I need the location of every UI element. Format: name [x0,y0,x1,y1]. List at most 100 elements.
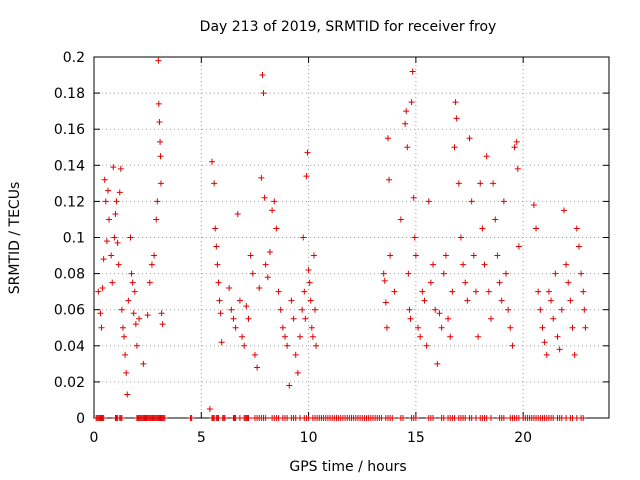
data-point [110,164,117,171]
data-point [415,324,422,331]
data-point [112,211,119,218]
data-point [154,198,161,205]
data-point [214,261,221,268]
data-point [483,153,490,160]
data-point [387,252,394,259]
data-point [292,351,299,358]
data-point [312,306,319,313]
y-tick-label: 0.06 [54,303,85,319]
y-tick-label: 0.16 [54,122,85,138]
data-point [132,321,139,328]
data-point [451,144,458,151]
zero-data-point [430,415,437,421]
data-point [494,252,501,259]
data-point [310,252,317,259]
data-point [445,315,452,322]
data-point [251,351,258,358]
data-point [281,333,288,340]
data-point [97,310,104,317]
data-point [261,194,268,201]
y-tick-label: 0.1 [63,231,85,247]
data-point [558,306,565,313]
data-point [127,234,134,241]
y-axis-label: SRMTID / TECUs [7,182,23,295]
grid [94,57,609,418]
data-point [383,324,390,331]
data-point [249,270,256,277]
data-point [230,315,237,322]
data-point [490,180,497,187]
y-tick-label: 0.12 [54,194,85,210]
data-point [211,180,218,187]
data-point [304,149,311,156]
data-point [554,333,561,340]
data-point [279,324,286,331]
data-point [144,312,151,319]
data-point [545,288,552,295]
data-point [481,261,488,268]
zero-data-point [262,415,269,421]
data-point [136,315,143,322]
data-point [403,108,410,115]
data-point [226,285,233,292]
data-point [218,339,225,346]
data-point [243,303,250,310]
data-point [449,288,456,295]
zero-data-point [389,415,396,421]
data-point [565,279,572,286]
data-point [308,324,315,331]
data-point [117,165,124,172]
data-point [158,310,165,317]
data-point [124,391,131,398]
data-point [98,324,105,331]
data-point [410,194,417,201]
data-point [438,324,445,331]
data-point [215,279,222,286]
data-point [582,324,589,331]
data-point [543,351,550,358]
zero-data-point [161,415,168,421]
data-point [129,279,136,286]
data-point [228,306,235,313]
data-point [299,306,306,313]
data-point [496,279,503,286]
data-point [103,238,110,245]
data-point [432,306,439,313]
data-point [535,288,542,295]
data-point [452,99,459,106]
data-point [109,279,116,286]
zero-data-point [118,415,125,421]
data-point [262,261,269,268]
data-point [213,243,220,250]
data-point [434,360,441,367]
x-tick-label: 10 [300,430,318,446]
data-point [121,333,128,340]
data-point [256,285,263,292]
data-point [217,310,224,317]
data-point [294,369,301,376]
data-point [581,306,588,313]
data-point [541,339,548,346]
data-point [131,288,138,295]
data-point [123,369,130,376]
y-tick-label: 0.04 [54,339,85,355]
data-point [264,274,271,281]
data-point [275,288,282,295]
data-point [125,297,132,304]
axis-ticks [93,56,609,419]
data-point [254,364,261,371]
x-tick-label: 15 [407,430,425,446]
data-point [466,135,473,142]
y-tick-label: 0.18 [54,86,85,102]
data-point [408,99,415,106]
data-point [462,279,469,286]
data-point [391,288,398,295]
data-point [397,216,404,223]
data-point [106,216,113,223]
data-point [101,176,108,183]
y-tick-label: 0.08 [54,267,85,283]
data-point [209,158,216,165]
data-point [382,299,389,306]
chart-title: Day 213 of 2019, SRMTID for receiver fro… [200,19,497,35]
data-point [130,310,137,317]
